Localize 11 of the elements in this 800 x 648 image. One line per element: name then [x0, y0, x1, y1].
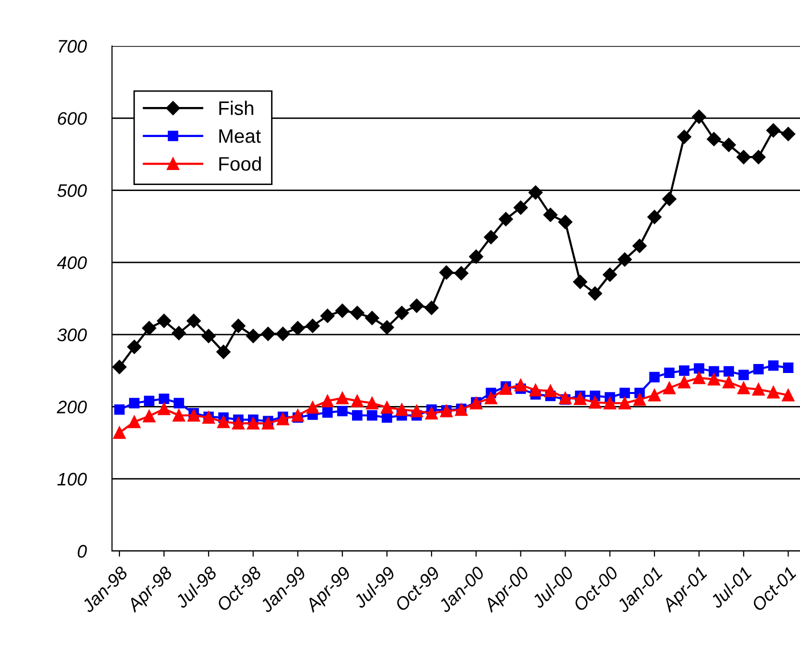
y-tick-label: 500 [57, 184, 87, 198]
y-tick-label: 300 [57, 328, 87, 342]
legend-label: Food [219, 156, 261, 171]
y-tick-label: 400 [56, 256, 87, 270]
y-tick-label: 600 [58, 112, 87, 125]
legend-label: Meat [219, 129, 261, 143]
y-tick-label: 0 [78, 544, 87, 558]
y-tick-label: 700 [58, 40, 87, 53]
y-tick-label: 100 [57, 472, 87, 486]
legend-label: Fish [219, 100, 254, 116]
y-tick-label: 200 [56, 400, 87, 414]
